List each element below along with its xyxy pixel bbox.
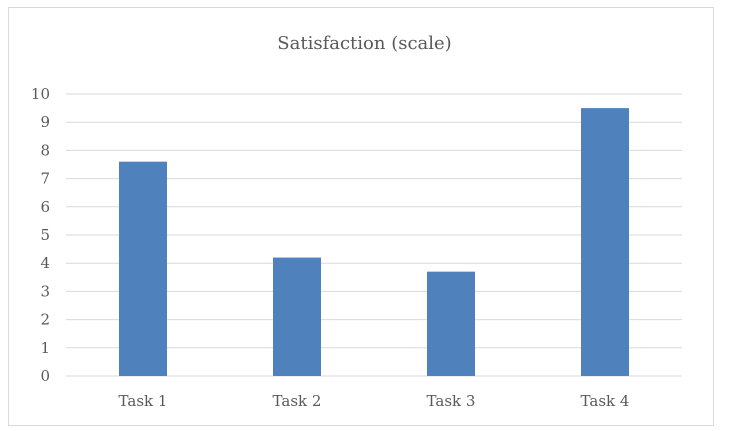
- chart-title: Satisfaction (scale): [277, 33, 452, 54]
- y-tick-label: 8: [40, 141, 50, 159]
- bar-task-1: [119, 161, 167, 376]
- bar-task-3: [427, 271, 475, 376]
- x-axis-tick-labels: Task 1 Task 2 Task 3 Task 4: [119, 392, 630, 410]
- x-tick-label: Task 3: [427, 392, 476, 410]
- y-tick-label: 3: [40, 282, 50, 300]
- y-tick-label: 10: [31, 85, 50, 103]
- y-axis-tick-labels: 0 1 2 3 4 5 6 7 8 9 10: [31, 85, 50, 385]
- y-tick-label: 6: [40, 198, 50, 216]
- y-tick-label: 5: [40, 226, 50, 244]
- y-tick-label: 2: [40, 311, 50, 329]
- y-tick-label: 0: [40, 367, 50, 385]
- x-tick-label: Task 4: [581, 392, 630, 410]
- x-tick-label: Task 2: [273, 392, 322, 410]
- y-tick-label: 9: [40, 113, 50, 131]
- y-tick-label: 7: [40, 170, 50, 188]
- gridlines: [66, 93, 682, 377]
- bar-task-2: [273, 257, 321, 376]
- y-tick-label: 4: [40, 254, 50, 272]
- bar-task-4: [581, 108, 629, 376]
- x-tick-label: Task 1: [119, 392, 168, 410]
- y-tick-label: 1: [40, 339, 50, 357]
- bars: [119, 108, 629, 376]
